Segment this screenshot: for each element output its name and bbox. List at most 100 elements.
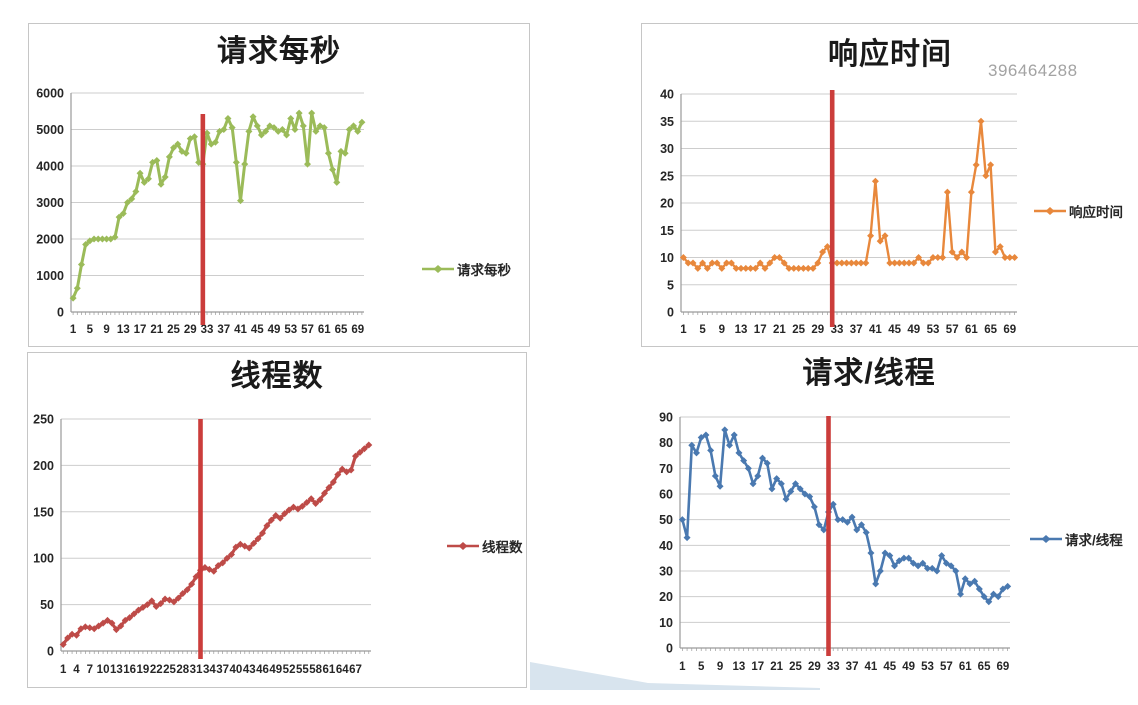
x-axis-label: 67 (349, 664, 362, 676)
data-point (759, 454, 766, 462)
data-point (919, 559, 927, 567)
data-point (283, 131, 291, 139)
data-point (886, 259, 894, 267)
x-axis-label: 49 (268, 324, 281, 336)
gridlines (61, 418, 371, 606)
data-point (693, 449, 700, 457)
x-axis-label: 5 (87, 324, 94, 336)
legend-requests-per-second: 请求每秒 (422, 259, 511, 279)
x-axis-label: 22 (150, 664, 163, 676)
data-point (790, 264, 798, 272)
data-point (727, 259, 735, 267)
data-point (111, 233, 119, 241)
legend-line-marker-icon (1034, 207, 1066, 215)
data-point (938, 552, 946, 560)
y-axis-label: 100 (33, 552, 54, 566)
y-axis-label: 1000 (36, 269, 64, 283)
data-point (124, 199, 132, 206)
data-point (1011, 254, 1019, 261)
data-point (881, 232, 889, 240)
y-axis-label: 0 (667, 306, 674, 320)
watermark-number: 396464288 (988, 61, 1078, 80)
x-axis-ticks (62, 651, 370, 654)
data-point (947, 562, 955, 570)
data-point (253, 122, 261, 130)
x-axis-label: 69 (1003, 324, 1016, 336)
data-point (843, 259, 851, 267)
data-point (182, 149, 190, 157)
x-axis-label: 49 (902, 661, 915, 673)
data-point (942, 559, 950, 567)
x-axis-label: 37 (850, 324, 863, 336)
data-point (810, 503, 818, 511)
x-axis-label: 55 (296, 664, 309, 676)
data-point (996, 243, 1004, 251)
x-axis-label: 9 (719, 324, 725, 336)
data-point (966, 580, 974, 588)
data-point (801, 490, 809, 498)
x-axis-label: 69 (997, 661, 1010, 673)
data-point (891, 259, 899, 267)
data-point (771, 254, 779, 261)
data-point (245, 127, 253, 135)
data-point (754, 472, 762, 480)
x-axis-label: 9 (717, 661, 723, 673)
data-point (259, 529, 266, 537)
data-point (763, 459, 771, 467)
data-point (135, 606, 142, 614)
data-point (716, 482, 724, 490)
data-point (237, 197, 245, 205)
x-axis-label: 57 (946, 324, 959, 336)
data-point (132, 188, 140, 196)
data-point (136, 169, 144, 177)
data-point (740, 457, 748, 465)
y-axis-label: 5 (667, 278, 674, 292)
data-point (948, 248, 956, 256)
data-point (872, 580, 880, 588)
legend-label: 响应时间 (1069, 205, 1123, 220)
data-point (274, 127, 282, 135)
data-point (94, 235, 102, 243)
x-axis-label: 9 (103, 324, 109, 336)
data-point (161, 595, 169, 603)
data-point (952, 567, 960, 575)
data-point (688, 441, 696, 449)
data-point (267, 516, 275, 524)
x-axis-label: 41 (869, 324, 882, 336)
y-axis-label: 250 (33, 413, 54, 427)
y-axis-label: 10 (660, 251, 674, 265)
y-axis-label: 5000 (36, 123, 64, 137)
data-point (82, 240, 90, 248)
data-point (203, 129, 211, 137)
data-point (188, 580, 196, 588)
data-point (157, 180, 165, 188)
x-axis-label: 69 (351, 324, 364, 336)
data-point (953, 254, 961, 261)
data-point (699, 259, 707, 267)
slide-decoration-swoosh (530, 662, 820, 690)
y-axis-label: 20 (660, 197, 674, 211)
data-point (761, 264, 769, 272)
data-point (711, 472, 719, 480)
data-point (833, 259, 841, 267)
data-point (170, 144, 178, 152)
data-point (718, 264, 726, 272)
y-axis-label: 30 (659, 565, 673, 579)
x-axis-label: 37 (217, 324, 230, 336)
data-point (796, 485, 804, 493)
data-point (299, 122, 307, 130)
data-point (985, 598, 993, 606)
data-point (341, 149, 349, 157)
x-axis-label: 49 (907, 324, 920, 336)
data-point (910, 259, 918, 267)
chart-title-requests-per-thread: 请求/线程 (802, 357, 936, 390)
data-point (689, 259, 697, 267)
chart-title-thread-count: 线程数 (230, 360, 324, 393)
data-point (730, 431, 738, 439)
data-point (77, 261, 85, 269)
data-point (905, 554, 913, 562)
y-axis-label: 80 (659, 436, 673, 450)
data-point (766, 259, 774, 267)
